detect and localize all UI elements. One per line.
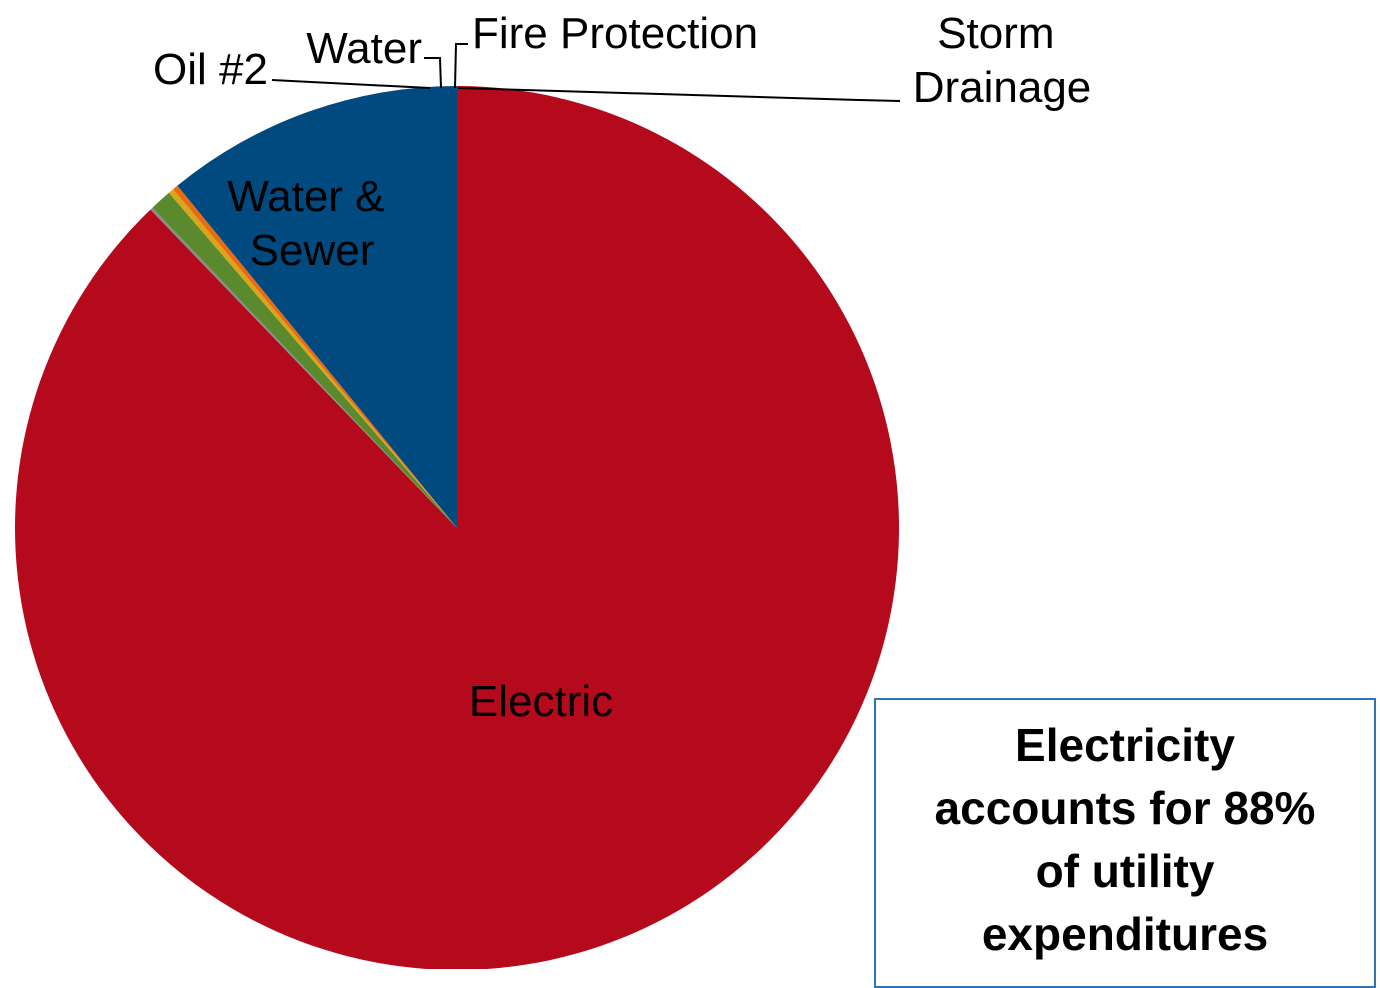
pie-slice-oil-2 xyxy=(173,185,457,528)
pie-slice-fire-protection xyxy=(152,192,458,529)
pie-slices xyxy=(15,86,899,969)
slice-label-electric: Electric xyxy=(469,677,613,726)
pie-slice-water-sewer xyxy=(177,86,457,528)
callout-line: accounts for 88% xyxy=(934,782,1316,834)
callout-text: Electricity accounts for 88% of utility … xyxy=(895,714,1355,986)
pie-slice-storm-drainage xyxy=(150,207,457,529)
pie-slice-electric xyxy=(15,86,899,969)
callout-line: of utility xyxy=(1035,845,1215,897)
slice-labels: Electric Water & Sewer Oil #2 Water Fire… xyxy=(153,9,1091,726)
leader-line-storm-drainage xyxy=(457,87,901,102)
callout-line: Electricity xyxy=(1015,719,1235,771)
slice-label-water-sewer: Water & Sewer xyxy=(227,172,397,275)
callout-line: expenditures xyxy=(981,908,1269,960)
pie-slice-water xyxy=(168,189,457,529)
leader-line-oil xyxy=(271,79,431,89)
leader-line-water xyxy=(424,57,442,89)
callout-box: Electricity accounts for 88% of utility … xyxy=(874,698,1376,988)
slice-label-fire-protection: Fire Protection xyxy=(472,9,758,58)
slice-label-storm-drainage: Storm Drainage xyxy=(913,9,1092,112)
slice-label-water: Water xyxy=(306,24,422,73)
leader-lines xyxy=(271,43,901,102)
slice-label-oil-2: Oil #2 xyxy=(153,45,268,94)
leader-line-fire-protection xyxy=(454,43,468,89)
